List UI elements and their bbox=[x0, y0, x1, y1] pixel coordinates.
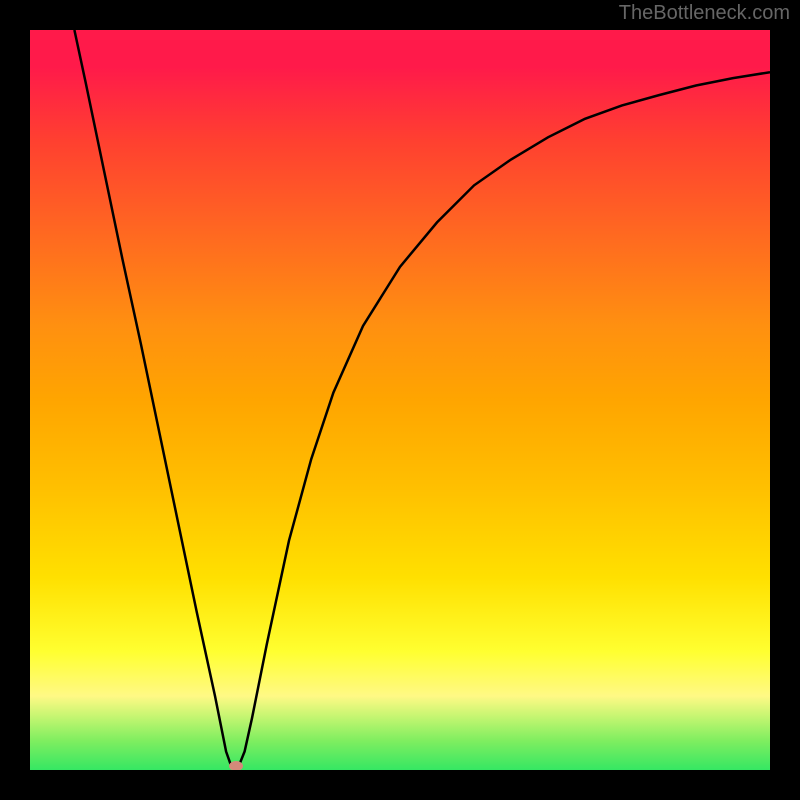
watermark-text: TheBottleneck.com bbox=[619, 2, 790, 25]
chart-curve-svg bbox=[30, 30, 770, 770]
bottleneck-curve-line bbox=[74, 30, 770, 766]
optimum-marker-icon bbox=[229, 761, 243, 770]
chart-plot-area bbox=[30, 30, 770, 770]
